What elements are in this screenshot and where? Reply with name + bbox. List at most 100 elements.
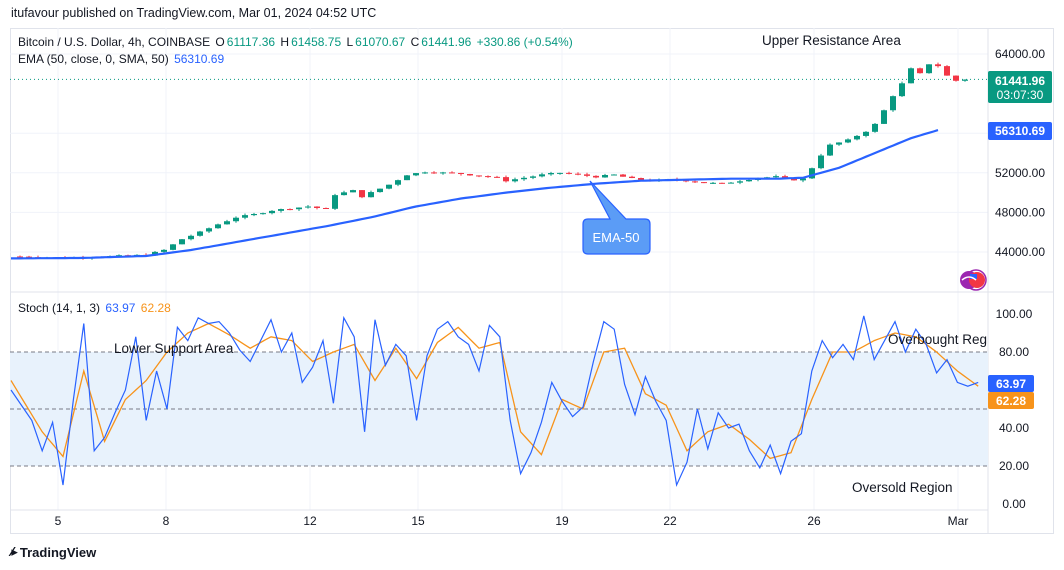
- candle-body: [197, 231, 203, 236]
- candle-body: [260, 213, 266, 215]
- candle-body: [332, 195, 338, 209]
- candle-body: [620, 174, 626, 177]
- candle-body: [179, 239, 185, 245]
- candle-body: [530, 176, 536, 178]
- candle-body: [728, 182, 734, 184]
- candle-body: [458, 172, 464, 175]
- high-value: 61458.75: [291, 35, 342, 49]
- candle-body: [296, 207, 302, 210]
- candle-body: [737, 181, 743, 183]
- time-axis-ticks: 5 8 12 15 19 22 26 Mar: [55, 514, 969, 528]
- candle-body: [521, 177, 527, 180]
- candle-body: [395, 180, 401, 185]
- candle-body: [386, 184, 392, 189]
- stoch-band-lines: [10, 351, 988, 467]
- tradingview-logo-icon: ⁄⁄▸: [11, 544, 18, 559]
- candle-body: [224, 221, 230, 225]
- price-tick-label: 48000.00: [995, 205, 1045, 219]
- candle-body: [809, 168, 815, 179]
- candle-body: [233, 217, 239, 222]
- candle-body: [683, 180, 689, 182]
- close-label: C: [410, 35, 420, 49]
- candle-body: [287, 209, 293, 211]
- candle-body: [818, 155, 824, 169]
- candle-body: [917, 68, 923, 74]
- low-label: L: [346, 35, 354, 49]
- published-note: itufavour published on TradingView.com, …: [11, 6, 377, 20]
- stoch-k-text: 63.97: [996, 377, 1026, 391]
- oversold-label: Oversold Region: [852, 480, 953, 495]
- candle-body: [746, 179, 752, 182]
- candle-body: [593, 175, 599, 178]
- candle-body: [269, 210, 275, 214]
- candle-body: [845, 139, 851, 143]
- candle-body: [422, 172, 428, 174]
- stoch-k-line: [10, 315, 979, 488]
- stoch-band-fill: [10, 352, 988, 466]
- candle-body: [773, 176, 779, 178]
- stoch-d-line: [10, 322, 979, 460]
- candle-body: [494, 176, 500, 178]
- ema-price-badge: 56310.69: [988, 122, 1052, 140]
- candles-group: [17, 62, 968, 260]
- candle-body: [539, 174, 545, 177]
- candle-body: [251, 213, 257, 216]
- stoch-k-legend-value: 63.97: [105, 301, 136, 315]
- time-tick-label: Mar: [948, 514, 969, 528]
- candle-body: [377, 188, 383, 193]
- main-legend: Bitcoin / U.S. Dollar, 4h, COINBASE O 611…: [18, 35, 575, 49]
- currency-flag-icon[interactable]: [960, 269, 987, 291]
- stoch-d-legend-value: 62.28: [140, 301, 171, 315]
- candle-body: [17, 256, 23, 258]
- candle-body: [404, 175, 410, 181]
- candle-body: [944, 66, 950, 76]
- candle-body: [836, 142, 842, 145]
- candle-body: [935, 64, 941, 67]
- time-tick-label: 22: [663, 514, 677, 528]
- candle-body: [161, 249, 167, 252]
- stoch-tick-label: 40.00: [999, 421, 1029, 435]
- candle-body: [638, 178, 644, 180]
- candle-body: [467, 174, 473, 176]
- price-tick-label: 64000.00: [995, 47, 1045, 61]
- candle-body: [926, 64, 932, 74]
- candle-body: [890, 96, 896, 111]
- candle-body: [476, 175, 482, 177]
- stoch-d-text: 62.28: [996, 394, 1026, 408]
- candle-body: [872, 123, 878, 132]
- price-tick-label: 44000.00: [995, 245, 1045, 259]
- candle-body: [440, 172, 446, 174]
- ema-legend-value: 56310.69: [174, 52, 225, 66]
- candle-body: [962, 79, 968, 81]
- stoch-tick-label: 80.00: [999, 345, 1029, 359]
- last-price-badge: 61441.96 03:07:30: [988, 71, 1052, 103]
- ema-50-line: [11, 129, 939, 260]
- stoch-d-badge: 62.28: [988, 392, 1034, 409]
- candle-body: [800, 178, 806, 181]
- low-value: 61070.67: [355, 35, 406, 49]
- candle-body: [557, 172, 563, 174]
- stoch-tick-label: 20.00: [999, 459, 1029, 473]
- tradingview-brand: TradingView: [19, 544, 97, 560]
- high-label: H: [280, 35, 290, 49]
- symbol-label: Bitcoin / U.S. Dollar, 4h, COINBASE: [18, 35, 211, 49]
- open-label: O: [215, 35, 225, 49]
- candle-body: [692, 181, 698, 183]
- candle-body: [341, 192, 347, 196]
- time-tick-label: 12: [303, 514, 317, 528]
- last-price-text: 61441.96: [995, 74, 1045, 88]
- candle-body: [548, 173, 554, 175]
- candle-body: [602, 174, 608, 178]
- candle-body: [305, 206, 311, 208]
- tradingview-footer[interactable]: ⁄⁄▸ TradingView: [11, 544, 96, 560]
- candle-body: [953, 75, 959, 81]
- candle-body: [584, 174, 590, 176]
- candle-body: [206, 228, 212, 232]
- lower-support-label: Lower Support Area: [114, 341, 234, 356]
- countdown-text: 03:07:30: [997, 88, 1044, 102]
- candle-body: [368, 192, 374, 198]
- candle-body: [215, 224, 221, 229]
- ema-callout-text: EMA-50: [593, 230, 640, 245]
- time-tick-label: 26: [807, 514, 821, 528]
